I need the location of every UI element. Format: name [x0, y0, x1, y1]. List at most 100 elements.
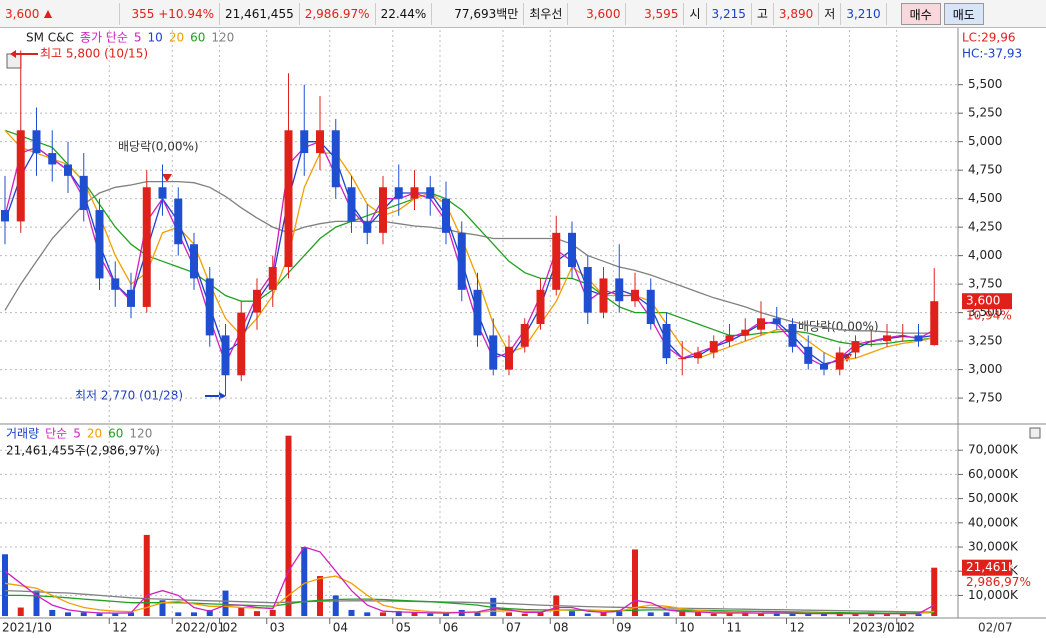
y-tick-label: 10,000K	[968, 588, 1019, 602]
last-value-label: 3,600	[966, 294, 1000, 308]
volume-bar	[128, 612, 134, 616]
volume-bar	[80, 612, 87, 616]
candle-body	[32, 130, 41, 154]
volume-bar	[679, 611, 686, 616]
ma-line	[5, 594, 935, 614]
x-tick-label: 07	[506, 621, 521, 635]
sell-button[interactable]: 매도	[943, 2, 984, 25]
candle-body	[615, 278, 624, 302]
volume-bar	[364, 612, 371, 616]
y-tick-label: 5,000	[968, 134, 1002, 148]
dividend-note: 배당락(0,00%)	[118, 140, 199, 154]
x-tick-label: 02	[900, 621, 915, 635]
candle-body	[820, 363, 828, 370]
volume-bar	[206, 609, 213, 616]
x-tick-label: 08	[553, 621, 568, 635]
candle-body	[379, 187, 387, 233]
volume-bar	[2, 554, 8, 616]
buy-button[interactable]: 매수	[900, 2, 941, 25]
last-change-label: 2,986,97%	[966, 575, 1031, 589]
y-tick-label: 50,000K	[968, 491, 1019, 505]
volume-bar	[254, 611, 260, 616]
last-value-box	[962, 293, 1012, 310]
volume-bar	[238, 607, 245, 616]
candle-body	[394, 187, 403, 199]
volume: 21,461,455	[220, 2, 300, 25]
x-tick-label: 02	[223, 621, 238, 635]
x-tick-label: 10	[679, 621, 694, 635]
x-tick-label: 2021/10	[2, 621, 52, 635]
candle-body	[489, 335, 498, 370]
candle-body	[914, 335, 923, 342]
volume-bar	[569, 611, 575, 616]
candle-body	[142, 187, 151, 307]
price-text: 3,600	[5, 6, 40, 21]
ma-line	[4, 129, 935, 362]
legend-title: SM C&C	[26, 31, 74, 45]
turnover: 22.44%	[376, 2, 433, 25]
candle-body	[300, 130, 309, 154]
volume-bar	[789, 613, 796, 616]
candle-body	[678, 358, 687, 360]
y-tick-label: 4,750	[968, 163, 1002, 177]
candle-body	[568, 232, 576, 268]
candle-body	[741, 329, 750, 336]
hc: HC:-37,93	[962, 47, 1022, 61]
volume-bar	[17, 607, 24, 616]
volume-bar	[742, 612, 749, 616]
legend-entry: 20	[87, 427, 102, 441]
volume-bar	[49, 609, 56, 616]
x-tick-label: 03	[270, 621, 285, 635]
y-tick-label: 4,250	[968, 220, 1002, 234]
candle-body	[772, 318, 781, 324]
volume-bar	[616, 609, 623, 616]
ma-line	[4, 140, 935, 367]
y-tick-label: 40,000K	[968, 515, 1019, 529]
candle-body	[662, 324, 671, 359]
y-tick-label: 2,750	[968, 391, 1002, 405]
legend-entry: 10	[148, 31, 163, 45]
candle-body	[536, 289, 545, 324]
volume-bar	[537, 612, 544, 616]
candle-body	[174, 198, 183, 245]
dividend-note: 배당락(0,00%)	[798, 320, 879, 334]
volume-bar	[521, 613, 528, 616]
dividend-marker	[162, 174, 172, 182]
legend-entry: 20	[169, 31, 184, 45]
low: 3,210	[841, 2, 887, 25]
volume-bar	[427, 613, 434, 616]
volume-bar	[868, 613, 875, 616]
volume-bar	[821, 613, 827, 616]
volume-bar	[301, 547, 308, 616]
candle-body	[631, 289, 639, 302]
candle-body	[851, 341, 860, 353]
panel-close[interactable]	[1029, 427, 1041, 439]
volume-bar	[773, 612, 780, 616]
last-date: 02/07	[978, 621, 1013, 635]
last-value-box	[962, 559, 1012, 576]
candle-body	[426, 187, 435, 199]
candle-body	[646, 289, 655, 324]
volume-bar	[647, 612, 654, 616]
ma-line	[4, 180, 935, 334]
high-arrow-head	[10, 50, 16, 58]
candle-body	[158, 187, 167, 199]
volume-bar	[332, 595, 339, 616]
volume-bar	[506, 612, 512, 616]
bid: 3,595	[626, 2, 685, 25]
high: 3,890	[774, 2, 820, 25]
x-tick-label: 11	[727, 621, 742, 635]
volume-note: 21,461,455주(2,986,97%)	[6, 444, 160, 458]
candle-body	[48, 153, 57, 165]
candle-body	[221, 335, 230, 376]
candle-body	[757, 318, 765, 330]
candle-body	[709, 341, 718, 353]
y-tick-label: 3,000	[968, 362, 1002, 376]
candle-body	[253, 289, 261, 313]
volume-bar	[159, 600, 166, 616]
y-tick-label: 5,250	[968, 106, 1002, 120]
volume-rate: 2,986.97%	[300, 2, 376, 25]
volume-bar	[269, 609, 276, 616]
y-tick-label: 60,000K	[968, 467, 1019, 481]
